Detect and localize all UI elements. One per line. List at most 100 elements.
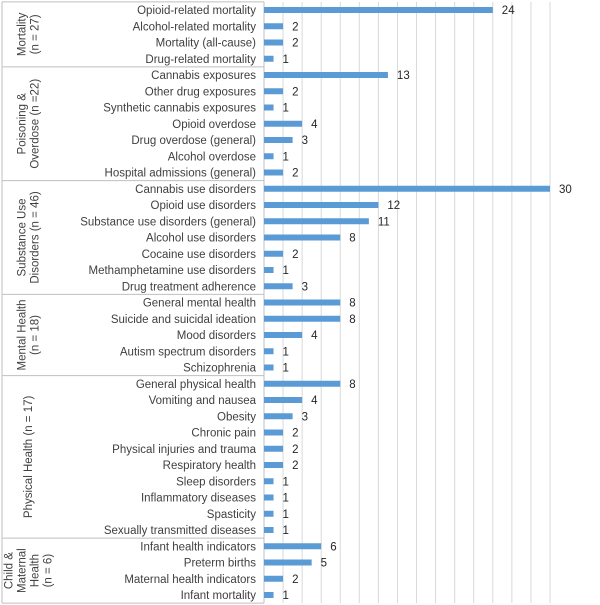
bar bbox=[264, 445, 284, 452]
bar bbox=[264, 267, 274, 273]
group-label: Poisoning &Overdose (n =22) bbox=[17, 79, 42, 169]
bar bbox=[264, 543, 322, 550]
value-label: 8 bbox=[349, 233, 355, 245]
category-label: Sleep disorders bbox=[176, 476, 256, 488]
bar bbox=[264, 299, 341, 306]
category-label: Substance use disorders (general) bbox=[80, 216, 256, 228]
value-label: 2 bbox=[292, 86, 298, 98]
bar bbox=[264, 202, 379, 208]
group-label: Substance UseDisorders (n = 46) bbox=[17, 191, 42, 284]
category-label: Infant mortality bbox=[181, 590, 257, 602]
category-label: Inflammatory diseases bbox=[141, 493, 256, 505]
category-label: General physical health bbox=[136, 379, 256, 391]
value-label: 30 bbox=[559, 184, 572, 196]
category-label: Opioid overdose bbox=[172, 119, 256, 131]
category-label: Chronic pain bbox=[191, 428, 256, 440]
category-label: Alcohol use disorders bbox=[146, 233, 256, 245]
bars bbox=[264, 7, 550, 598]
value-label: 13 bbox=[397, 70, 410, 82]
bar bbox=[264, 527, 274, 533]
category-label: Schizophrenia bbox=[183, 363, 256, 375]
value-label: 12 bbox=[387, 200, 400, 212]
category-label: Synthetic cannabis exposures bbox=[103, 103, 256, 115]
category-label: Physical injuries and trauma bbox=[112, 444, 256, 456]
bar bbox=[264, 55, 274, 62]
value-label: 1 bbox=[283, 525, 289, 537]
value-label: 2 bbox=[292, 444, 298, 456]
category-label: Mood disorders bbox=[177, 330, 257, 342]
bar bbox=[264, 120, 303, 127]
value-label: 2 bbox=[292, 21, 298, 33]
category-label: General mental health bbox=[143, 298, 256, 310]
value-label: 1 bbox=[283, 509, 289, 521]
bar bbox=[264, 429, 284, 436]
value-label: 4 bbox=[311, 330, 318, 342]
value-label: 8 bbox=[349, 314, 355, 326]
bar bbox=[264, 462, 284, 468]
value-label: 3 bbox=[302, 281, 308, 293]
category-label: Drug overdose (general) bbox=[131, 135, 256, 147]
bar bbox=[264, 315, 341, 322]
gridlines bbox=[263, 1, 551, 604]
value-label: 1 bbox=[283, 103, 289, 115]
bar bbox=[264, 72, 388, 78]
group-label: Child &MaternalHealth(n = 6) bbox=[4, 548, 55, 593]
value-label: 3 bbox=[302, 135, 308, 147]
category-label: Autism spectrum disorders bbox=[120, 346, 256, 358]
bar bbox=[264, 39, 284, 46]
bar bbox=[264, 364, 274, 371]
category-label: Opioid-related mortality bbox=[137, 5, 256, 17]
category-label: Infant health indicators bbox=[140, 541, 256, 553]
value-label: 4 bbox=[311, 119, 318, 131]
value-label: 2 bbox=[292, 249, 298, 261]
value-label: 1 bbox=[283, 151, 289, 163]
category-label: Sexually transmitted diseases bbox=[104, 525, 256, 537]
category-label: Mortality (all-cause) bbox=[156, 38, 256, 50]
category-label: Other drug exposures bbox=[145, 86, 256, 98]
group-label: Mortality(n = 27) bbox=[17, 12, 42, 56]
value-label: 2 bbox=[292, 38, 298, 50]
category-label: Suicide and suicidal ideation bbox=[111, 314, 256, 326]
value-label: 6 bbox=[330, 541, 336, 553]
value-label: 1 bbox=[283, 590, 289, 602]
value-label: 1 bbox=[283, 346, 289, 358]
category-label: Vomiting and nausea bbox=[149, 395, 257, 407]
value-label: 2 bbox=[292, 574, 298, 586]
bar bbox=[264, 169, 284, 176]
category-label: Opioid use disorders bbox=[151, 200, 257, 212]
value-label: 4 bbox=[311, 395, 318, 407]
bar bbox=[264, 283, 293, 290]
category-label: Preterm births bbox=[184, 558, 256, 570]
bar bbox=[264, 413, 293, 420]
category-label: Respiratory health bbox=[163, 460, 256, 472]
category-label: Cocaine use disorders bbox=[142, 249, 257, 261]
category-label: Methamphetamine use disorders bbox=[89, 265, 257, 277]
value-label: 1 bbox=[283, 54, 289, 66]
bar bbox=[264, 348, 274, 355]
bar bbox=[264, 23, 284, 30]
value-label: 8 bbox=[349, 379, 355, 391]
group-separators bbox=[1, 1, 264, 604]
value-label: 1 bbox=[283, 476, 289, 488]
category-label: Cannabis exposures bbox=[151, 70, 256, 82]
bar bbox=[264, 592, 274, 598]
bar bbox=[264, 7, 493, 13]
bar bbox=[264, 478, 274, 485]
bar bbox=[264, 218, 369, 225]
group-labels: Mortality(n = 27) Poisoning &Overdose (n … bbox=[4, 12, 55, 593]
bar bbox=[264, 559, 312, 566]
group-label: Physical Health (n = 17) bbox=[23, 396, 35, 519]
value-label: 1 bbox=[283, 363, 289, 375]
category-label: Drug-related mortality bbox=[145, 54, 256, 66]
value-label: 2 bbox=[292, 428, 298, 440]
bar bbox=[264, 250, 284, 257]
value-label: 8 bbox=[349, 298, 355, 310]
bar bbox=[264, 234, 341, 241]
bar bbox=[264, 575, 284, 582]
bar bbox=[264, 88, 284, 95]
bar bbox=[264, 137, 293, 143]
bar bbox=[264, 494, 274, 501]
bar bbox=[264, 185, 550, 192]
bar bbox=[264, 104, 274, 111]
bar bbox=[264, 153, 274, 160]
